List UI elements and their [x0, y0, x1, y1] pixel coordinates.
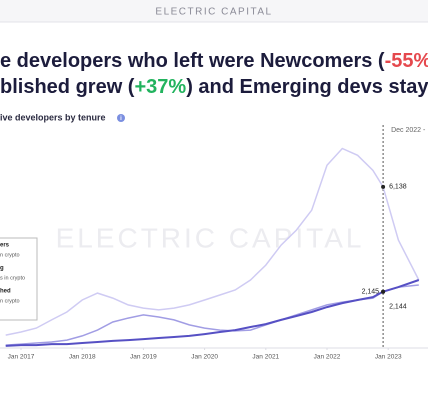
- legend-detail: n crypto: [0, 252, 20, 258]
- point: [381, 289, 386, 294]
- x-tick-label: Jan 2022: [314, 354, 341, 361]
- legend-name: hed: [0, 289, 11, 295]
- legend-detail: s in crypto: [0, 275, 25, 281]
- series-line: [5, 279, 420, 347]
- watermark: ELECTRIC CAPITAL: [56, 222, 365, 253]
- x-tick-label: Jan 2021: [252, 354, 279, 361]
- value-label: 6,138: [389, 184, 407, 191]
- legend-box: [0, 237, 38, 321]
- x-tick-label: Jan 2020: [191, 354, 218, 361]
- info-icon-glyph: i: [120, 116, 122, 122]
- series-line: [5, 284, 419, 346]
- series-line: [5, 147, 420, 336]
- headline: blished grew (+37%) and Emerging devs st…: [0, 76, 428, 98]
- x-tick-label: Jan 2019: [130, 354, 157, 361]
- chart-title: ive developers by tenure: [0, 112, 106, 122]
- legend-name: g: [0, 266, 4, 272]
- value-label: 2,145: [362, 289, 380, 296]
- x-tick-label: Jan 2017: [8, 354, 35, 361]
- headline-part: e developers who left were Newcomers (: [0, 50, 385, 72]
- headline-part: -55%: [385, 50, 428, 72]
- legend-name: ers: [0, 243, 10, 249]
- brand: ELECTRIC CAPITAL: [155, 7, 272, 18]
- x-tick-label: Jan 2018: [69, 354, 96, 361]
- value-label: 2,144: [389, 304, 407, 311]
- headline-part: blished grew (: [0, 76, 135, 98]
- headline-part: ) and Emerging devs stay: [186, 76, 428, 98]
- top-bar: [0, 0, 428, 22]
- info-icon[interactable]: [117, 114, 125, 122]
- x-tick-label: Jan 2023: [375, 354, 402, 361]
- headline-part: +37%: [134, 76, 186, 98]
- marker-label: Dec 2022 -: [391, 127, 426, 134]
- point: [381, 184, 386, 189]
- headline: e developers who left were Newcomers (-5…: [0, 50, 428, 72]
- legend-detail: n crypto: [0, 298, 20, 304]
